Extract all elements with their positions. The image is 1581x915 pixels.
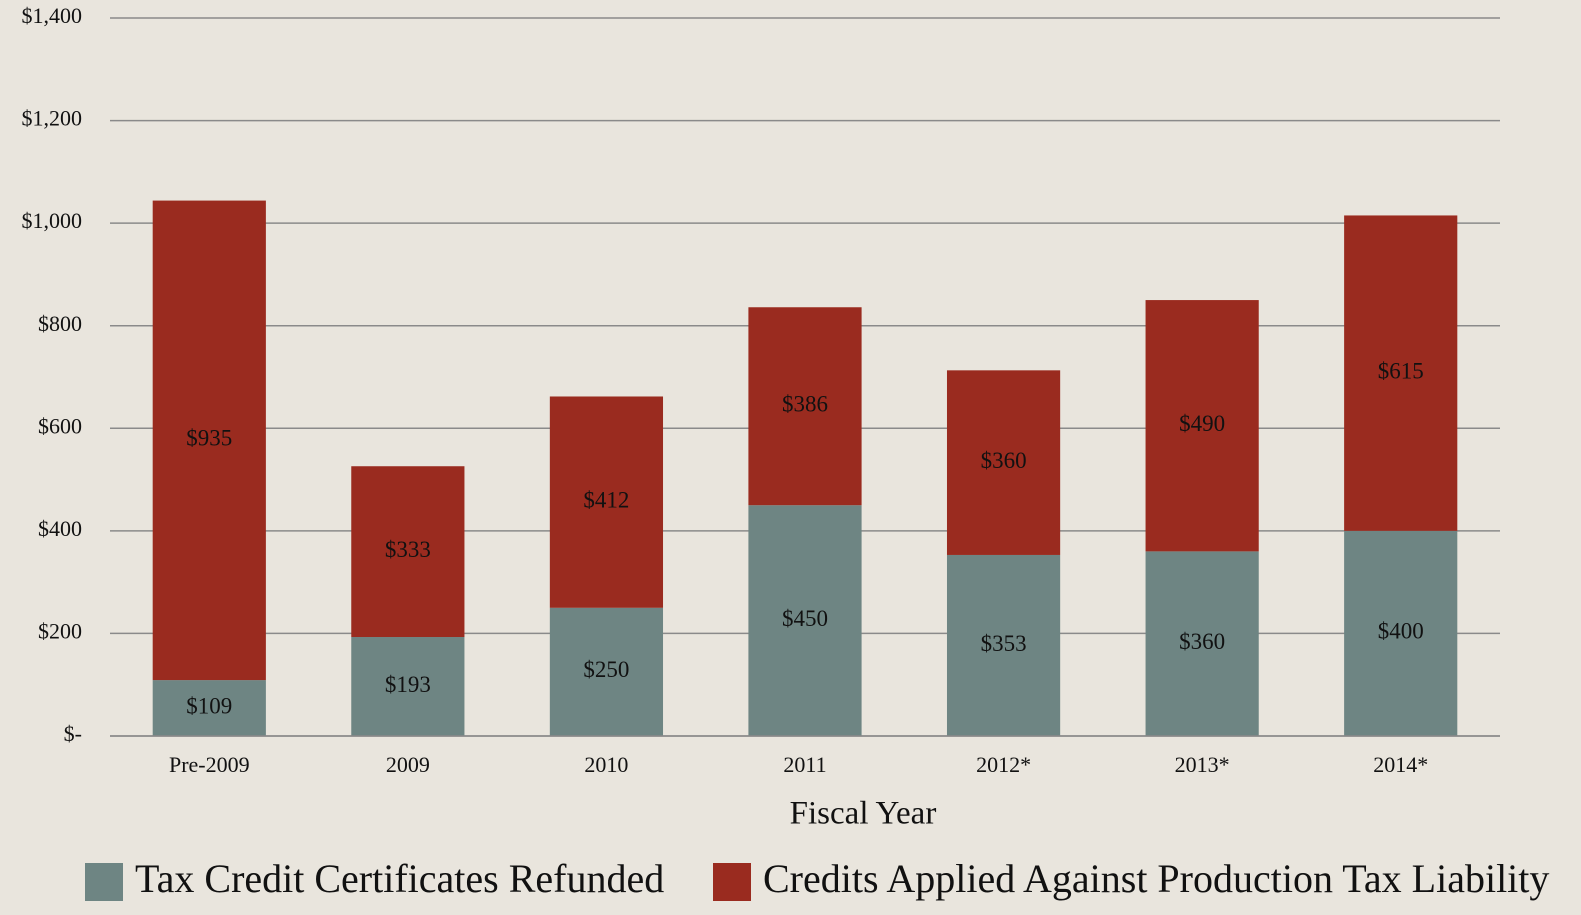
x-tick-label: 2009 — [386, 752, 430, 777]
y-tick-label: $800 — [38, 311, 82, 336]
x-tick-label: 2013* — [1175, 752, 1230, 777]
legend-label: Tax Credit Certificates Refunded — [135, 856, 664, 901]
bar-segment — [351, 466, 465, 638]
data-label: $193 — [385, 672, 431, 697]
data-label: $400 — [1378, 619, 1424, 644]
legend-swatch — [85, 863, 123, 901]
data-label: $386 — [782, 392, 828, 417]
y-tick-label: $1,200 — [22, 106, 83, 131]
data-label: $109 — [186, 693, 232, 718]
x-tick-label: Pre-2009 — [169, 752, 250, 777]
bar-segment — [748, 307, 862, 506]
bar-segment — [549, 607, 664, 736]
bar-segment — [549, 396, 664, 608]
y-tick-label: $- — [64, 721, 82, 746]
y-tick-label: $1,400 — [22, 3, 83, 28]
bar-segment — [152, 680, 266, 736]
x-tick-label: 2014* — [1373, 752, 1428, 777]
bar-segment — [1145, 551, 1259, 736]
data-label: $450 — [782, 606, 828, 631]
data-label: $935 — [186, 426, 232, 451]
bar-segment — [152, 200, 266, 681]
data-label: $490 — [1179, 411, 1225, 436]
data-label: $360 — [981, 448, 1027, 473]
data-label: $360 — [1179, 629, 1225, 654]
legend-label: Credits Applied Against Production Tax L… — [763, 856, 1549, 901]
y-tick-label: $200 — [38, 618, 82, 643]
y-tick-label: $600 — [38, 413, 82, 438]
data-label: $615 — [1378, 358, 1424, 383]
bar-segment — [1344, 215, 1458, 531]
y-tick-label: $400 — [38, 516, 82, 541]
x-tick-label: 2012* — [976, 752, 1031, 777]
data-label: $353 — [981, 631, 1027, 656]
bar-segment — [946, 370, 1061, 555]
y-tick-label: $1,000 — [22, 208, 83, 233]
data-label: $250 — [583, 657, 629, 682]
legend-swatch — [713, 863, 751, 901]
bar-segment — [946, 554, 1061, 736]
x-tick-label: 2011 — [783, 752, 826, 777]
data-label: $333 — [385, 537, 431, 562]
bar-segment — [748, 505, 862, 736]
x-tick-label: 2010 — [584, 752, 628, 777]
bar-segment — [351, 637, 465, 736]
x-axis-title: Fiscal Year — [790, 796, 937, 832]
bar-segment — [1145, 300, 1259, 552]
data-label: $412 — [583, 487, 629, 512]
bar-segment — [1344, 530, 1458, 736]
